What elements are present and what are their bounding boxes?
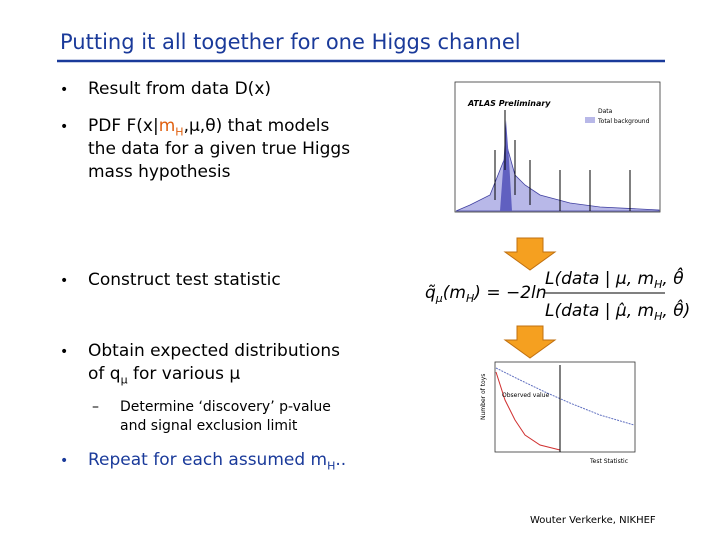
bullet: • — [60, 119, 69, 135]
bullet-text: PDF F(x|mH,μ,θ) that models — [88, 116, 330, 139]
bullet: • — [60, 273, 69, 289]
plot-frame — [494, 361, 636, 453]
y-label: Number of toys — [480, 374, 487, 420]
bullet-text: Construct test statistic — [88, 270, 281, 290]
mass-plot: ATLAS Preliminary Data Total background — [454, 81, 661, 213]
bullet-text: Obtain expected distributions — [88, 341, 341, 361]
bullet-text: Result from data D(x) — [88, 79, 272, 99]
bullet-text: of qμ for various μ — [88, 364, 241, 387]
plot-frame — [454, 81, 661, 213]
arrow — [503, 237, 557, 271]
formula-num: L(data | μ, mH, θ̂̂ — [545, 266, 684, 291]
legend-label: Total background — [597, 118, 650, 125]
x-label: Test Statistic — [589, 458, 628, 465]
bullet-text: Repeat for each assumed mH.. — [88, 450, 347, 473]
formula-lhs: q̃μ(mH) = −2ln — [425, 283, 547, 305]
h0-dist — [495, 371, 561, 451]
bullet: • — [60, 453, 69, 469]
bullet: • — [60, 344, 69, 360]
subbullet-text: Determine ‘discovery’ p-value — [120, 399, 331, 415]
dash: – — [92, 399, 99, 415]
bullet-text: mass hypothesis — [88, 162, 231, 182]
subbullet-text: and signal exclusion limit — [120, 418, 298, 434]
legend-label: Data — [598, 108, 613, 115]
signal-hist — [500, 120, 512, 211]
plot-label: ATLAS Preliminary — [467, 99, 551, 108]
h1-dist — [495, 367, 635, 426]
annotation: Observed value — [502, 392, 549, 399]
formula-den: L(data | μ̂, mH, θ̂) — [545, 298, 690, 323]
toy-plot: Observed value Test Statistic Number of … — [480, 361, 636, 465]
formula: q̃μ(mH) = −2ln L(data | μ, mH, θ̂̂ L(dat… — [425, 266, 690, 323]
bullet-text: the data for a given true Higgs — [88, 139, 351, 159]
legend-swatch — [585, 117, 595, 123]
arrow — [503, 325, 557, 359]
bullet: • — [60, 82, 69, 98]
data-points — [494, 110, 631, 211]
footer: Wouter Verkerke, NIKHEF — [530, 515, 656, 526]
slide-title: Putting it all together for one Higgs ch… — [60, 30, 521, 54]
